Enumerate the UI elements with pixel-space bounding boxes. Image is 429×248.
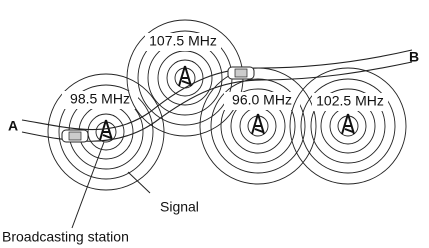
callout-label: Signal [160, 199, 199, 215]
station: 102.5 MHz [290, 68, 406, 184]
leader-line [128, 172, 150, 193]
frequency-label: 96.0 MHz [232, 92, 292, 108]
car [228, 67, 254, 79]
signal-rings: 98.5 MHz 107.5 MHz 96.0 MHz 102.5 MHz [48, 20, 406, 190]
point-label: A [8, 118, 18, 134]
frequency-label: 98.5 MHz [70, 91, 130, 107]
diagram: 98.5 MHz 107.5 MHz 96.0 MHz 102.5 MHz A B S… [0, 0, 429, 248]
callout-label: Broadcasting station [2, 229, 129, 245]
car [62, 130, 88, 142]
frequency-label: 102.5 MHz [316, 93, 384, 109]
point-label: B [409, 49, 419, 65]
frequency-label: 107.5 MHz [149, 33, 217, 49]
